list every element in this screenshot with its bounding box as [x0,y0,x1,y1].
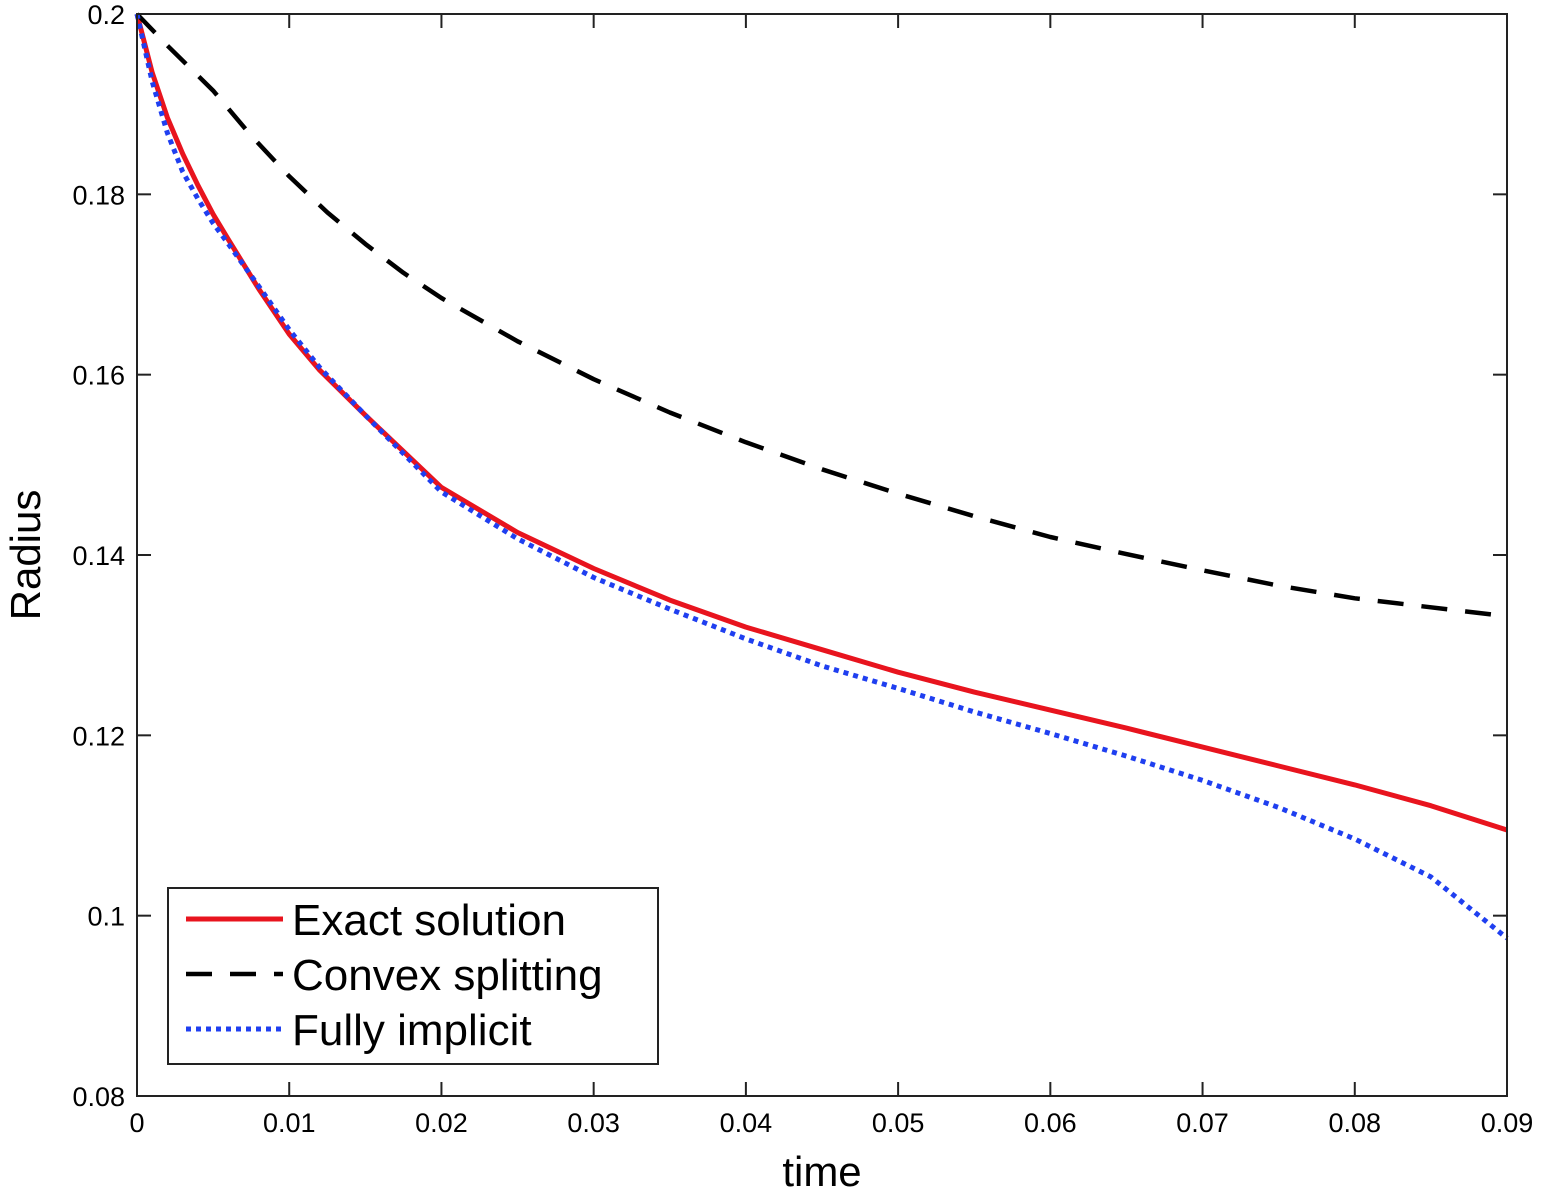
legend-label-exact-solution: Exact solution [292,896,566,945]
x-tick-label: 0.08 [1328,1108,1381,1138]
x-tick-label: 0.06 [1024,1108,1077,1138]
y-tick-label: 0.14 [72,541,125,571]
x-tick-label: 0.07 [1176,1108,1229,1138]
axis-tick-labels: 0 0.01 0.02 0.03 0.04 0.05 0.06 0.07 0.08 0.09 0.0… [72,0,1533,1138]
y-tick-label: 0.12 [72,721,125,751]
series-line-convex-splitting [135,12,1508,619]
y-tick-label: 0.08 [72,1082,125,1112]
x-tick-label: 0.05 [872,1108,925,1138]
y-tick-label: 0.18 [72,180,125,210]
y-tick-label: 0.16 [72,361,125,391]
legend-label-convex-splitting: Convex splitting [292,951,603,1000]
series-layer [134,12,1509,941]
axis-ticks [136,13,1508,1097]
x-tick-label: 0.03 [567,1108,620,1138]
x-tick-label: 0.02 [415,1108,468,1138]
legend: Exact solution Convex splitting Fully im… [167,887,659,1065]
y-axis-label: Radius [2,490,49,621]
x-tick-label: 0 [129,1108,144,1138]
x-tick-label: 0.04 [720,1108,773,1138]
legend-label-fully-implicit: Fully implicit [292,1006,532,1055]
x-tick-label: 0.09 [1481,1108,1534,1138]
x-tick-label: 0.01 [263,1108,316,1138]
series-line-fully-implicit [134,13,1509,941]
series-line-exact-solution [134,13,1508,833]
x-axis-label: time [782,1148,861,1195]
y-tick-label: 0.1 [87,902,125,932]
y-tick-label: 0.2 [87,0,125,30]
